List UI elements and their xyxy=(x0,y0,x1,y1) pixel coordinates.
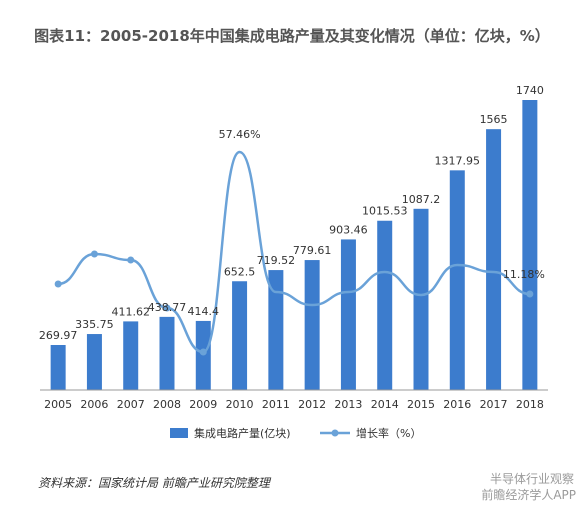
x-tick-label: 2018 xyxy=(516,398,544,411)
x-tick-label: 2016 xyxy=(443,398,471,411)
bar xyxy=(377,220,393,390)
growth-point xyxy=(90,250,98,258)
bar xyxy=(486,129,502,390)
chart-title: 图表11：2005-2018年中国集成电路产量及其变化情况（单位：亿块，%） xyxy=(34,27,550,45)
bar xyxy=(522,100,538,390)
x-tick-label: 2010 xyxy=(226,398,254,411)
x-tick-label: 2008 xyxy=(153,398,181,411)
bar xyxy=(86,334,102,390)
growth-point xyxy=(127,256,135,264)
x-tick-label: 2006 xyxy=(80,398,108,411)
growth-label-2010: 57.46% xyxy=(219,128,261,141)
bar-value-label: 1015.53 xyxy=(362,205,408,218)
bar-value-label: 335.75 xyxy=(75,318,114,331)
watermark-text-2: 前瞻经济学人APP xyxy=(481,488,576,502)
x-tick-label: 2015 xyxy=(407,398,435,411)
x-tick-label: 2014 xyxy=(371,398,399,411)
bar-value-label: 1317.95 xyxy=(435,154,481,167)
x-tick-label: 2009 xyxy=(189,398,217,411)
x-tick-label: 2011 xyxy=(262,398,290,411)
legend-bar-swatch xyxy=(170,428,188,438)
bar xyxy=(232,281,248,390)
bar xyxy=(413,208,429,390)
legend: 集成电路产量(亿块) 增长率（%） xyxy=(170,426,421,440)
bar-value-label: 411.62 xyxy=(111,305,150,318)
bar-value-label: 1087.2 xyxy=(402,193,441,206)
bar xyxy=(340,239,356,390)
growth-point xyxy=(54,280,62,288)
growth-point xyxy=(526,290,534,298)
growth-point xyxy=(199,348,207,356)
bar-value-label: 719.52 xyxy=(257,254,296,267)
bar-value-label: 779.61 xyxy=(293,244,332,257)
bar xyxy=(268,270,284,390)
growth-line-group xyxy=(54,150,534,356)
bar xyxy=(123,321,139,390)
growth-label-2018: 11.18% xyxy=(503,268,545,281)
bar xyxy=(449,170,465,390)
bar-value-label: 652.5 xyxy=(224,265,256,278)
bar-group xyxy=(50,100,538,390)
bar-value-label: 414.4 xyxy=(188,305,220,318)
legend-bar-label: 集成电路产量(亿块) xyxy=(194,426,291,440)
bar xyxy=(304,260,320,390)
bar-value-label: 438.77 xyxy=(148,301,187,314)
growth-line xyxy=(57,150,530,354)
watermark-text: 半导体行业观察 xyxy=(489,472,574,486)
x-tick-label: 2013 xyxy=(334,398,362,411)
growth-point xyxy=(163,304,171,312)
x-tick-label: 2012 xyxy=(298,398,326,411)
x-tick-label: 2005 xyxy=(44,398,72,411)
x-axis: 2005 2006 2007 2008 2009 2010 2011 2012 2013 2014… xyxy=(40,389,548,411)
bar xyxy=(159,316,175,390)
x-tick-label: 2017 xyxy=(480,398,508,411)
x-tick-label: 2007 xyxy=(117,398,145,411)
bar-value-label: 1565 xyxy=(480,113,508,126)
bar-value-label: 1740 xyxy=(516,84,544,97)
legend-line-label: 增长率（%） xyxy=(356,426,421,440)
bar-value-label: 903.46 xyxy=(329,223,368,236)
source-note: 资料来源：国家统计局 前瞻产业研究院整理 xyxy=(38,476,270,490)
bar-value-label: 269.97 xyxy=(39,329,78,342)
legend-line-marker xyxy=(331,429,339,437)
bar xyxy=(50,345,66,390)
